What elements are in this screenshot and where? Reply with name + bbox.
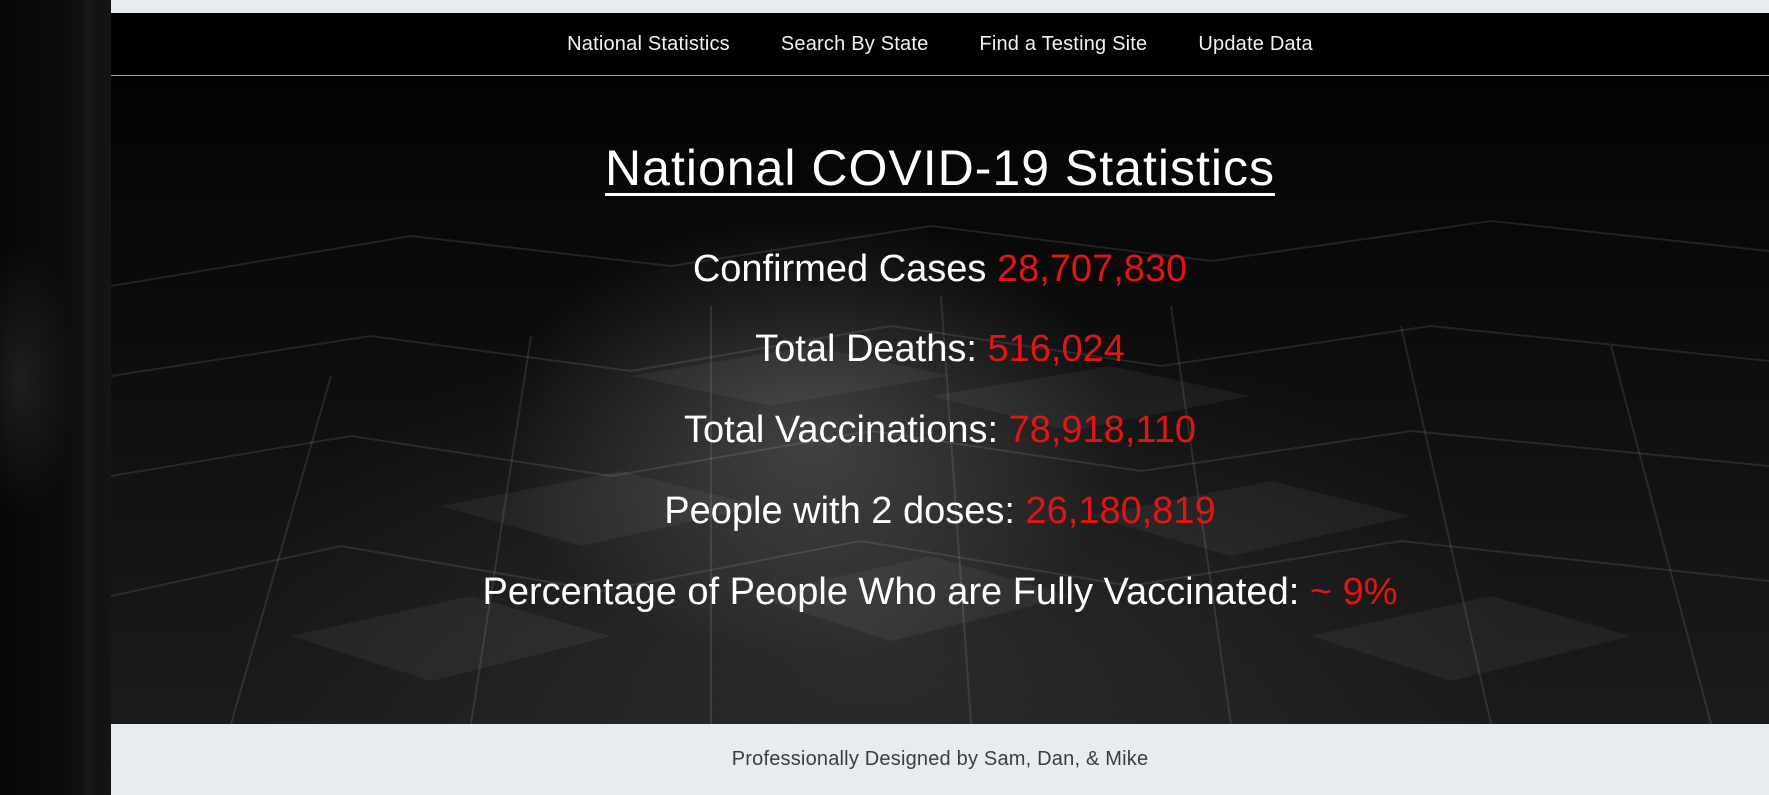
footer-credit: Professionally Designed by Sam, Dan, & M… bbox=[731, 748, 1149, 770]
stat-percent-fully-vaccinated: Percentage of People Who are Fully Vacci… bbox=[111, 571, 1769, 614]
footer: Professionally Designed by Sam, Dan, & M… bbox=[111, 724, 1769, 795]
stat-label: Total Vaccinations: bbox=[684, 409, 1009, 451]
stat-total-vaccinations: Total Vaccinations: 78,918,110 bbox=[111, 409, 1769, 452]
hero-section: National COVID-19 Statistics Confirmed C… bbox=[111, 76, 1769, 724]
stat-label: Percentage of People Who are Fully Vacci… bbox=[482, 571, 1310, 613]
cube-background-image bbox=[111, 219, 1769, 724]
nav-find-testing-site[interactable]: Find a Testing Site bbox=[979, 32, 1148, 55]
stat-value: 28,707,830 bbox=[996, 248, 1188, 290]
nav-national-statistics[interactable]: National Statistics bbox=[567, 32, 730, 55]
nav-update-data[interactable]: Update Data bbox=[1198, 32, 1313, 55]
stat-confirmed-cases: Confirmed Cases 28,707,830 bbox=[111, 248, 1769, 291]
stat-value: ~ 9% bbox=[1309, 571, 1398, 613]
stat-value: 78,918,110 bbox=[1008, 409, 1196, 451]
stat-total-deaths: Total Deaths: 516,024 bbox=[111, 328, 1769, 371]
stat-label: Total Deaths: bbox=[755, 328, 988, 370]
stats-panel: National COVID-19 Statistics Confirmed C… bbox=[111, 76, 1769, 724]
stat-two-doses: People with 2 doses: 26,180,819 bbox=[111, 490, 1769, 533]
page-title: National COVID-19 Statistics bbox=[111, 139, 1769, 197]
stat-label: Confirmed Cases bbox=[692, 248, 997, 290]
stat-value: 516,024 bbox=[987, 328, 1125, 370]
top-band bbox=[111, 0, 1769, 13]
navbar: National Statistics Search By State Find… bbox=[111, 13, 1769, 76]
stat-label: People with 2 doses: bbox=[664, 490, 1026, 532]
nav-search-by-state[interactable]: Search By State bbox=[780, 32, 929, 55]
background-edge bbox=[0, 0, 111, 795]
nav-links: National Statistics Search By State Find… bbox=[111, 13, 1769, 75]
page: National Statistics Search By State Find… bbox=[111, 0, 1769, 795]
page-title-text: National COVID-19 Statistics bbox=[605, 140, 1275, 196]
stat-value: 26,180,819 bbox=[1025, 490, 1216, 532]
